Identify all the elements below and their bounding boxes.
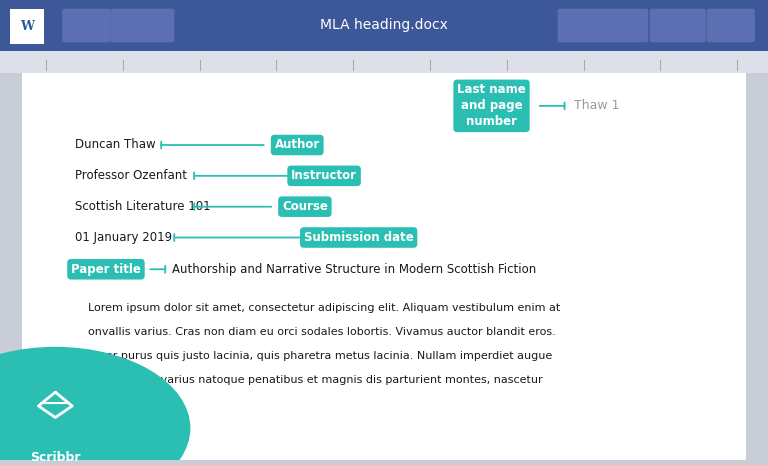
Text: Submission date: Submission date	[304, 231, 413, 244]
Text: Course: Course	[282, 200, 328, 213]
FancyBboxPatch shape	[0, 51, 768, 73]
Text: mper purus quis justo lacinia, quis pharetra metus lacinia. Nullam imperdiet aug: mper purus quis justo lacinia, quis phar…	[88, 351, 552, 361]
Text: Paper title: Paper title	[71, 263, 141, 276]
Text: Professor Ozenfant: Professor Ozenfant	[75, 169, 187, 182]
FancyBboxPatch shape	[650, 9, 706, 42]
FancyBboxPatch shape	[22, 73, 746, 460]
FancyBboxPatch shape	[558, 9, 648, 42]
Text: MLA heading.docx: MLA heading.docx	[320, 18, 448, 32]
FancyBboxPatch shape	[10, 9, 44, 44]
Text: Scottish Literature 101: Scottish Literature 101	[75, 200, 211, 213]
Text: onvallis varius. Cras non diam eu orci sodales lobortis. Vivamus auctor blandit : onvallis varius. Cras non diam eu orci s…	[88, 327, 556, 337]
FancyBboxPatch shape	[707, 9, 755, 42]
Text: Authorship and Narrative Structure in Modern Scottish Fiction: Authorship and Narrative Structure in Mo…	[172, 263, 536, 276]
Circle shape	[0, 347, 190, 465]
Text: Instructor: Instructor	[291, 169, 357, 182]
Text: W: W	[20, 20, 34, 33]
Text: Last name
and page
number: Last name and page number	[457, 83, 526, 128]
FancyBboxPatch shape	[111, 9, 174, 42]
Text: Lorem ipsum dolor sit amet, consectetur adipiscing elit. Aliquam vestibulum enim: Lorem ipsum dolor sit amet, consectetur …	[88, 303, 561, 313]
FancyBboxPatch shape	[0, 0, 768, 51]
Text: Duncan Thaw: Duncan Thaw	[75, 139, 156, 152]
Text: Scribbr: Scribbr	[30, 452, 81, 465]
FancyBboxPatch shape	[62, 9, 111, 42]
Text: Author: Author	[275, 139, 319, 152]
Text: Thaw 1: Thaw 1	[574, 100, 620, 113]
Text: 01 January 2019: 01 January 2019	[75, 231, 172, 244]
Text: olutpat. Orci varius natoque penatibus et magnis dis parturient montes, nascetur: olutpat. Orci varius natoque penatibus e…	[88, 375, 543, 385]
